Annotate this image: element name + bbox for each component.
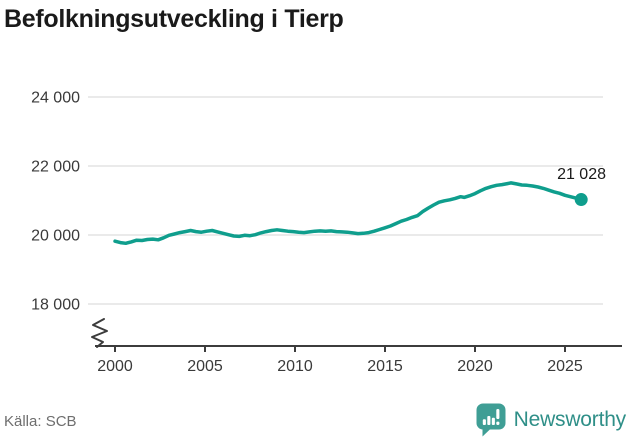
chart-title: Befolkningsutveckling i Tierp <box>4 5 344 33</box>
x-axis-tick-label: 2010 <box>277 358 313 375</box>
x-axis-tick-label: 2020 <box>457 358 493 375</box>
latest-value-annotation: 21 028 <box>557 166 606 183</box>
y-axis-tick-label: 20 000 <box>31 228 80 245</box>
newsworthy-icon <box>476 403 506 437</box>
x-axis-tick-label: 2000 <box>97 358 133 375</box>
y-axis-tick-label: 22 000 <box>31 159 80 176</box>
x-axis-tick-label: 2005 <box>187 358 223 375</box>
population-line-series <box>113 181 583 246</box>
exclamation-stem <box>495 409 500 419</box>
latest-value-dot <box>574 193 588 207</box>
y-axis-tick-label: 18 000 <box>31 297 80 314</box>
x-axis-tick-label: 2025 <box>547 358 583 375</box>
speech-bubble-tail <box>482 427 493 437</box>
bar-chart-bar-1 <box>482 419 486 425</box>
exclamation-dot <box>495 421 500 425</box>
bar-chart-bar-3 <box>491 417 495 425</box>
bar-chart-bar-2 <box>486 416 491 425</box>
axis-break-icon <box>91 318 108 348</box>
y-axis-tick-label: 24 000 <box>31 90 80 107</box>
speech-bubble-shape <box>476 403 506 430</box>
newsworthy-wordmark: Newsworthy <box>513 408 627 431</box>
source-label: Källa: SCB <box>4 413 77 430</box>
x-axis-tick-label: 2015 <box>367 358 403 375</box>
newsworthy-logo: Newsworthy <box>476 403 626 437</box>
